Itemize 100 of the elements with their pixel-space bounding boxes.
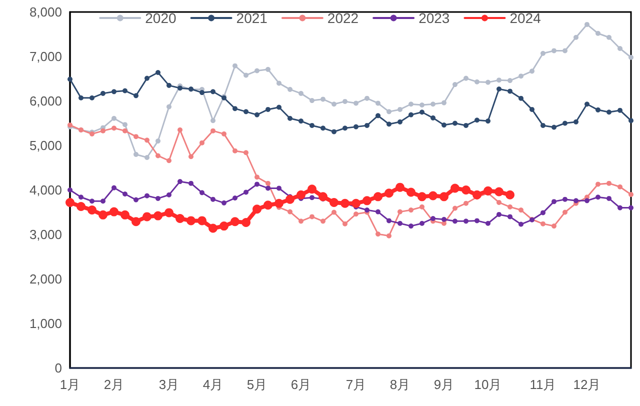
- point: [310, 98, 314, 104]
- point: [508, 204, 512, 210]
- point: [310, 195, 314, 200]
- point: [508, 88, 512, 94]
- point: [112, 116, 116, 121]
- point: [418, 192, 426, 202]
- point: [430, 102, 436, 107]
- point: [540, 221, 546, 226]
- point: [494, 187, 504, 196]
- point: [428, 191, 438, 200]
- point: [220, 222, 228, 231]
- point: [134, 197, 138, 202]
- y-tick-label: 7,000: [29, 49, 62, 64]
- point: [606, 34, 612, 40]
- point: [288, 116, 292, 121]
- point: [606, 196, 612, 201]
- point: [398, 209, 402, 214]
- point: [166, 82, 172, 88]
- point: [530, 68, 534, 74]
- point: [606, 110, 612, 115]
- point: [420, 102, 424, 108]
- point: [618, 108, 622, 113]
- point: [408, 112, 414, 118]
- point: [396, 182, 404, 192]
- point: [376, 113, 380, 118]
- point: [574, 119, 578, 124]
- point: [232, 63, 238, 68]
- point: [66, 198, 74, 207]
- point: [266, 66, 270, 72]
- point: [486, 80, 490, 85]
- point: [264, 200, 272, 210]
- point: [90, 198, 94, 204]
- point: [342, 221, 348, 226]
- point: [354, 212, 358, 217]
- point: [552, 199, 556, 204]
- y-tick-label: 0: [54, 360, 62, 376]
- point: [530, 106, 534, 112]
- point: [232, 148, 238, 154]
- point: [628, 118, 634, 124]
- point: [156, 153, 160, 158]
- point: [232, 196, 238, 201]
- point: [186, 216, 196, 226]
- point: [210, 196, 216, 202]
- point: [242, 218, 250, 227]
- point: [552, 224, 556, 229]
- point: [430, 216, 436, 221]
- point: [122, 128, 128, 134]
- point: [352, 198, 360, 208]
- point: [210, 89, 216, 94]
- point: [386, 233, 392, 238]
- point: [408, 224, 414, 229]
- point: [464, 122, 468, 128]
- point: [376, 209, 380, 214]
- point: [244, 72, 248, 78]
- point: [100, 198, 106, 204]
- point: [144, 76, 150, 81]
- point: [210, 128, 216, 134]
- point: [90, 95, 94, 100]
- legend-label: 2021: [236, 10, 268, 26]
- point: [628, 205, 634, 210]
- point: [288, 209, 292, 214]
- point: [408, 208, 414, 213]
- point: [98, 210, 108, 220]
- point: [310, 122, 314, 128]
- point: [286, 194, 294, 204]
- point: [198, 216, 206, 226]
- point: [386, 109, 392, 114]
- point: [122, 122, 128, 128]
- point: [442, 216, 446, 222]
- y-tick-label: 4,000: [29, 182, 62, 198]
- point: [452, 206, 458, 211]
- point: [596, 182, 600, 187]
- x-tick-label: 5月: [246, 377, 268, 392]
- point: [364, 96, 370, 101]
- point: [100, 128, 106, 134]
- point: [244, 150, 248, 156]
- point: [430, 115, 436, 120]
- point: [450, 184, 460, 193]
- y-tick-label: 6,000: [29, 94, 62, 108]
- point: [464, 200, 468, 206]
- point: [442, 100, 446, 106]
- point: [310, 214, 314, 220]
- point: [496, 78, 502, 83]
- point: [628, 54, 634, 60]
- point: [442, 122, 446, 128]
- point: [562, 120, 568, 126]
- legend-label: 2020: [145, 10, 176, 26]
- point: [398, 119, 402, 124]
- point: [208, 224, 218, 233]
- point: [210, 118, 216, 124]
- point: [518, 222, 524, 227]
- point: [164, 208, 174, 218]
- point: [156, 196, 160, 201]
- point: [134, 152, 138, 157]
- point: [398, 106, 402, 112]
- point: [486, 220, 490, 226]
- x-tick-label: 3月: [158, 377, 180, 392]
- point: [420, 204, 424, 210]
- point: [386, 122, 392, 127]
- point: [132, 217, 140, 226]
